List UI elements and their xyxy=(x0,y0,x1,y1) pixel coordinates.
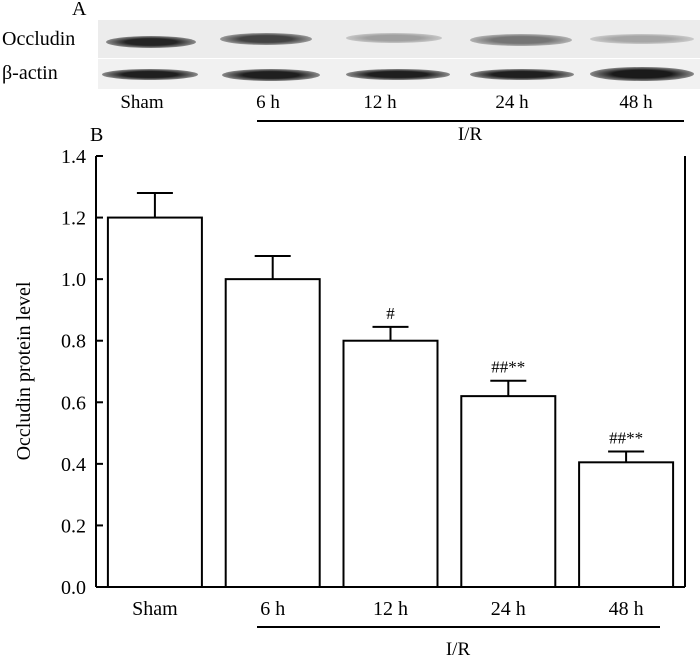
occludin-band-24h xyxy=(470,34,572,46)
y-tick-label: 0.8 xyxy=(61,331,86,353)
occludin-band-48h xyxy=(590,34,694,44)
panel-b-label: B xyxy=(90,124,104,146)
bar xyxy=(106,216,203,588)
chart-ir-label: I/R xyxy=(446,639,471,657)
blot-lane-label-24h: 24 h xyxy=(495,92,529,113)
y-tick-label: 0.0 xyxy=(61,577,86,599)
occludin-row-label: Occludin xyxy=(2,28,76,50)
actin-band-12h xyxy=(346,69,450,80)
occludin-band-12h xyxy=(346,33,442,43)
blot-lane-label-sham: Sham xyxy=(120,92,164,113)
y-tick-label: 1.0 xyxy=(61,269,86,291)
actin-band-sham xyxy=(102,69,198,80)
bar xyxy=(578,461,675,589)
blot-lane-label-12h: 12 h xyxy=(363,92,397,113)
y-axis: 0.0 0.2 0.4 0.6 0.8 1.0 1.2 1.4 xyxy=(61,146,103,599)
x-tick-label: 6 h xyxy=(260,598,285,620)
blot-ir-bracket-line xyxy=(257,120,684,122)
bar xyxy=(342,339,439,589)
blot-lane-label-48h: 48 h xyxy=(619,92,653,113)
y-tick-label: 1.4 xyxy=(61,146,86,168)
actin-band-24h xyxy=(470,69,574,80)
beta-actin-row-label: β-actin xyxy=(2,62,58,84)
occludin-band-sham xyxy=(106,36,196,48)
significance-annotation: ##** xyxy=(609,429,643,448)
beta-actin-blot-strip xyxy=(98,59,700,89)
bar xyxy=(460,395,557,588)
actin-band-6h xyxy=(222,69,320,81)
x-tick-label: Sham xyxy=(132,598,178,620)
occludin-blot-strip xyxy=(98,20,700,58)
occludin-band-6h xyxy=(220,33,312,45)
panel-a-label: A xyxy=(72,0,87,20)
x-tick-label: 12 h xyxy=(373,598,408,620)
blot-ir-label: I/R xyxy=(457,124,483,145)
y-axis-label: Occludin protein level xyxy=(13,281,35,460)
x-tick-label: 48 h xyxy=(609,598,644,620)
significance-annotation: ##** xyxy=(491,358,525,377)
y-tick-label: 0.2 xyxy=(61,515,86,537)
bar xyxy=(224,278,321,588)
y-tick-label: 0.4 xyxy=(61,454,86,476)
actin-band-48h xyxy=(590,67,694,81)
significance-annotation: # xyxy=(386,304,395,323)
y-tick-label: 1.2 xyxy=(61,208,86,230)
blot-lane-label-6h: 6 h xyxy=(256,92,280,113)
x-tick-label: 24 h xyxy=(491,598,526,620)
y-tick-label: 0.6 xyxy=(61,392,86,414)
